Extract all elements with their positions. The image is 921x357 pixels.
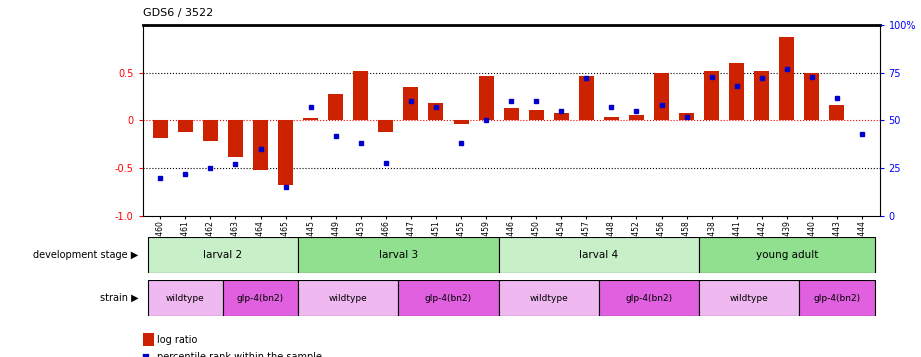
Bar xyxy=(699,237,875,273)
Bar xyxy=(403,87,418,121)
Bar xyxy=(654,73,669,121)
Bar xyxy=(855,120,869,121)
Bar xyxy=(428,103,444,121)
Bar xyxy=(147,280,223,316)
Bar xyxy=(453,121,469,124)
Bar xyxy=(147,237,298,273)
Bar xyxy=(679,113,694,121)
Text: strain ▶: strain ▶ xyxy=(99,293,138,303)
Text: percentile rank within the sample: percentile rank within the sample xyxy=(157,352,321,357)
Text: larval 2: larval 2 xyxy=(204,250,242,260)
Bar xyxy=(554,113,569,121)
Text: ■: ■ xyxy=(142,352,149,357)
Text: log ratio: log ratio xyxy=(157,335,197,345)
Text: development stage ▶: development stage ▶ xyxy=(33,250,138,260)
Bar xyxy=(830,105,845,121)
Bar xyxy=(754,71,769,121)
Bar xyxy=(228,121,243,157)
Text: glp-4(bn2): glp-4(bn2) xyxy=(425,293,472,303)
Bar xyxy=(498,237,699,273)
Bar xyxy=(298,237,498,273)
Bar xyxy=(223,280,298,316)
Text: glp-4(bn2): glp-4(bn2) xyxy=(813,293,860,303)
Bar xyxy=(779,37,794,121)
Bar xyxy=(303,117,318,121)
Text: wildtype: wildtype xyxy=(329,293,367,303)
Bar xyxy=(153,121,168,138)
Text: larval 3: larval 3 xyxy=(379,250,418,260)
Bar xyxy=(203,121,218,141)
Text: larval 4: larval 4 xyxy=(579,250,618,260)
Text: wildtype: wildtype xyxy=(729,293,769,303)
Bar xyxy=(705,71,719,121)
Bar xyxy=(699,280,799,316)
Bar xyxy=(379,121,393,132)
Bar xyxy=(729,63,744,121)
Bar xyxy=(354,71,368,121)
Bar xyxy=(253,121,268,170)
Bar xyxy=(479,76,494,121)
Bar xyxy=(399,280,498,316)
Text: glp-4(bn2): glp-4(bn2) xyxy=(625,293,672,303)
Bar xyxy=(328,94,344,121)
Text: young adult: young adult xyxy=(755,250,818,260)
Bar xyxy=(804,73,820,121)
Bar xyxy=(178,121,192,132)
Bar xyxy=(278,121,293,185)
Bar xyxy=(629,115,644,121)
Bar xyxy=(799,280,875,316)
Bar xyxy=(298,280,399,316)
Text: glp-4(bn2): glp-4(bn2) xyxy=(237,293,284,303)
Bar xyxy=(578,76,594,121)
Bar xyxy=(504,108,519,121)
Text: wildtype: wildtype xyxy=(166,293,204,303)
Text: GDS6 / 3522: GDS6 / 3522 xyxy=(143,8,213,18)
Bar xyxy=(498,280,599,316)
Text: wildtype: wildtype xyxy=(530,293,568,303)
Bar xyxy=(599,280,699,316)
Bar xyxy=(604,117,619,121)
Bar xyxy=(529,110,543,121)
